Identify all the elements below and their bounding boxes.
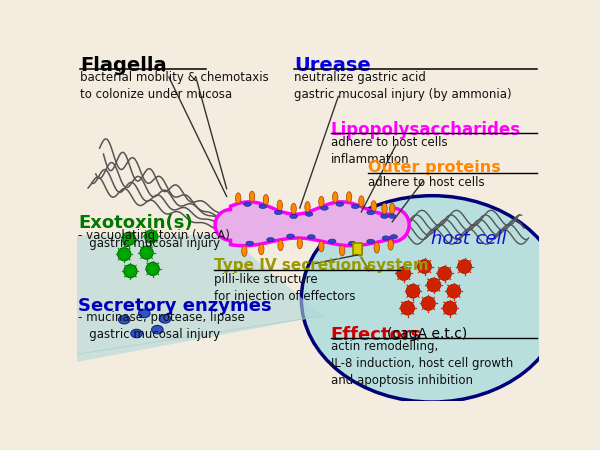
Circle shape — [397, 266, 410, 280]
Text: - mucinase, protease, lipase
   gastric mucosal injury: - mucinase, protease, lipase gastric muc… — [78, 311, 245, 341]
Polygon shape — [215, 202, 409, 246]
Ellipse shape — [382, 236, 390, 240]
Text: Urease: Urease — [295, 56, 371, 75]
Circle shape — [418, 260, 431, 274]
Ellipse shape — [382, 203, 387, 214]
Ellipse shape — [328, 239, 336, 243]
Ellipse shape — [244, 202, 251, 207]
Ellipse shape — [266, 238, 274, 242]
Ellipse shape — [346, 192, 352, 202]
Ellipse shape — [352, 204, 359, 209]
Ellipse shape — [367, 211, 374, 215]
Text: Flagella: Flagella — [80, 56, 167, 75]
Circle shape — [458, 260, 472, 274]
Ellipse shape — [374, 242, 379, 253]
Ellipse shape — [305, 212, 313, 216]
Circle shape — [437, 266, 451, 280]
Ellipse shape — [259, 244, 264, 255]
Text: actin remodelling,
IL-8 induction, host cell growth
and apoptosis inhibition: actin remodelling, IL-8 induction, host … — [331, 341, 513, 387]
Circle shape — [140, 246, 153, 259]
Ellipse shape — [152, 325, 163, 334]
Circle shape — [427, 278, 441, 292]
Ellipse shape — [320, 206, 328, 210]
Ellipse shape — [371, 201, 376, 212]
Circle shape — [443, 301, 457, 315]
Text: pilli-like structure
for injection of effectors: pilli-like structure for injection of ef… — [214, 273, 355, 303]
Ellipse shape — [340, 245, 345, 256]
Ellipse shape — [319, 241, 324, 252]
Ellipse shape — [259, 204, 266, 208]
Ellipse shape — [277, 200, 283, 211]
Ellipse shape — [159, 315, 171, 323]
Text: adhere to host cells: adhere to host cells — [368, 176, 484, 189]
Text: Secretory enzymes: Secretory enzymes — [78, 297, 272, 315]
Text: Outer proteins: Outer proteins — [368, 160, 500, 175]
Ellipse shape — [290, 214, 298, 219]
Ellipse shape — [291, 203, 296, 214]
Ellipse shape — [388, 239, 394, 250]
Ellipse shape — [305, 202, 310, 212]
Circle shape — [401, 301, 415, 315]
Circle shape — [421, 297, 436, 310]
Ellipse shape — [131, 329, 142, 338]
Ellipse shape — [359, 196, 364, 207]
Ellipse shape — [336, 202, 344, 207]
Ellipse shape — [236, 193, 241, 203]
Ellipse shape — [297, 238, 302, 249]
Ellipse shape — [349, 241, 356, 246]
Text: gastric mucosal injury: gastric mucosal injury — [78, 237, 220, 250]
Ellipse shape — [319, 196, 324, 207]
Circle shape — [118, 248, 131, 261]
Ellipse shape — [287, 234, 295, 238]
Text: neutralize gastric acid
gastric mucosal injury (by ammonia): neutralize gastric acid gastric mucosal … — [295, 71, 512, 101]
Circle shape — [124, 265, 137, 278]
Ellipse shape — [118, 315, 130, 324]
Ellipse shape — [242, 246, 247, 256]
Text: Effectors: Effectors — [331, 326, 422, 344]
Ellipse shape — [388, 214, 396, 218]
Text: Exotoxin(s): Exotoxin(s) — [78, 214, 193, 232]
Ellipse shape — [246, 241, 254, 245]
Ellipse shape — [263, 194, 269, 205]
Ellipse shape — [380, 214, 388, 218]
Circle shape — [145, 230, 158, 243]
Ellipse shape — [389, 203, 395, 214]
Ellipse shape — [357, 245, 362, 256]
Ellipse shape — [278, 240, 283, 251]
Text: bacterial mobility & chemotaxis
to colonize under mucosa: bacterial mobility & chemotaxis to colon… — [80, 71, 269, 101]
Circle shape — [406, 284, 420, 298]
Ellipse shape — [139, 309, 150, 318]
Polygon shape — [77, 235, 323, 362]
Text: Lipopolysaccharides: Lipopolysaccharides — [331, 121, 521, 139]
Text: host cell: host cell — [431, 230, 506, 248]
FancyBboxPatch shape — [353, 243, 362, 255]
Text: Type IV secretion system: Type IV secretion system — [214, 258, 428, 273]
Ellipse shape — [332, 192, 338, 202]
Text: adhere to host cells
inflammation: adhere to host cells inflammation — [331, 135, 447, 166]
Ellipse shape — [301, 196, 563, 402]
Ellipse shape — [308, 235, 315, 239]
Circle shape — [146, 262, 159, 275]
Ellipse shape — [367, 239, 374, 243]
Ellipse shape — [274, 211, 282, 215]
Text: (cagA e.t.c): (cagA e.t.c) — [387, 327, 467, 342]
Text: - vacuolating toxin (vacA): - vacuolating toxin (vacA) — [78, 229, 230, 242]
Ellipse shape — [250, 191, 255, 202]
Circle shape — [447, 284, 461, 298]
Circle shape — [122, 232, 136, 245]
Ellipse shape — [390, 235, 398, 239]
